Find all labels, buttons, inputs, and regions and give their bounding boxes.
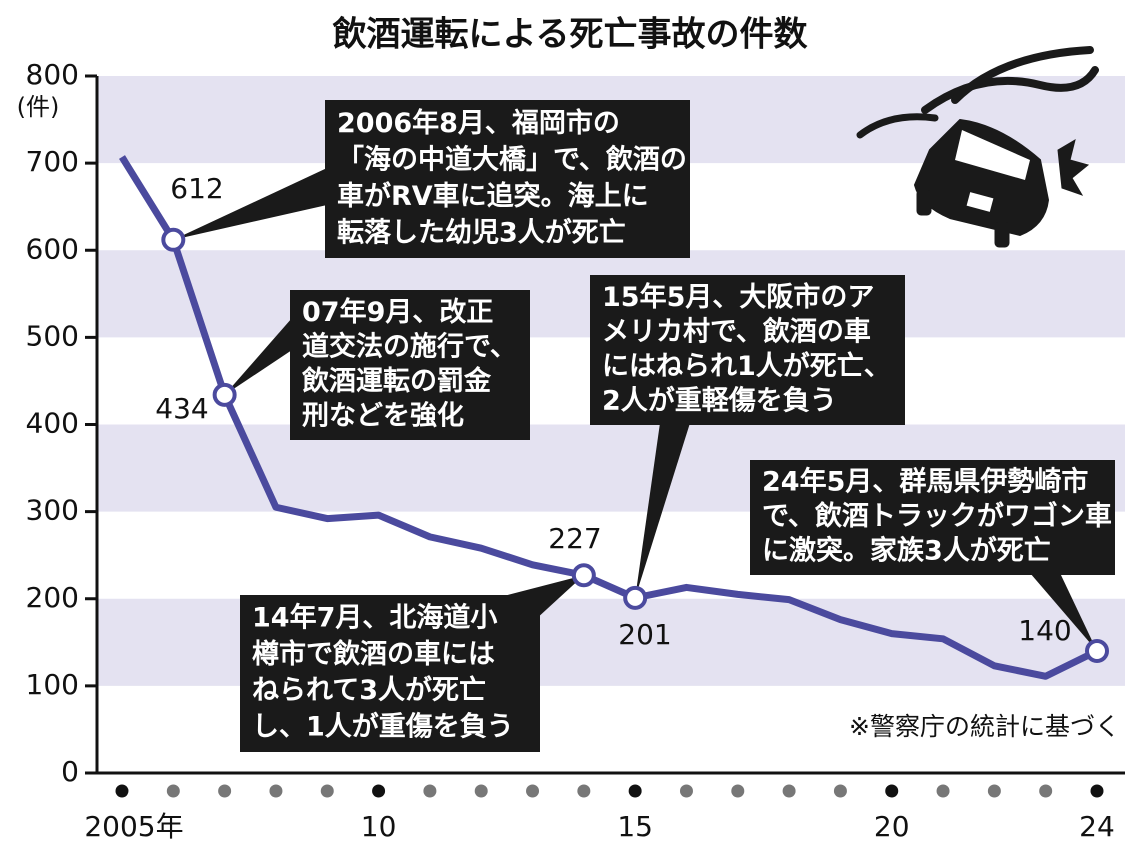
x-tick-dot bbox=[782, 784, 796, 798]
x-tick-dot bbox=[833, 784, 847, 798]
callout-text: 14年7月、北海道小 bbox=[252, 602, 497, 634]
x-tick-dot bbox=[474, 784, 488, 798]
y-tick-label: 300 bbox=[26, 494, 79, 527]
x-tick-dot bbox=[577, 784, 591, 798]
x-tick-dot bbox=[1090, 784, 1104, 798]
point-marker bbox=[571, 563, 596, 588]
point-marker bbox=[623, 585, 648, 610]
car-icon bbox=[856, 46, 1099, 248]
callout-text: 飲酒運転の罰金 bbox=[301, 365, 492, 397]
callout-box bbox=[240, 595, 540, 752]
x-tick-dot bbox=[731, 784, 745, 798]
x-tick-label: 24 bbox=[1079, 810, 1115, 843]
callout-text: 07年9月、改正 bbox=[302, 296, 493, 328]
point-marker bbox=[212, 382, 237, 407]
note: ※警察庁の統計に基づく bbox=[849, 712, 1120, 741]
x-tick-dot bbox=[526, 784, 540, 798]
callout-text: 刑などを強化 bbox=[302, 400, 464, 431]
x-tick-dot bbox=[1039, 784, 1053, 798]
x-tick-dot bbox=[628, 784, 642, 798]
x-tick-dot bbox=[218, 784, 232, 798]
callout-text: 24年5月、群馬県伊勢崎市 bbox=[762, 466, 1088, 498]
y-tick-label: 200 bbox=[26, 581, 79, 614]
callout-pointer bbox=[224, 318, 292, 395]
x-tick-label: 10 bbox=[361, 810, 397, 843]
callout-box bbox=[325, 100, 690, 258]
y-tick-label: 800 bbox=[26, 58, 79, 91]
y-tick-label: 400 bbox=[26, 407, 79, 440]
data-label: 612 bbox=[170, 172, 223, 205]
x-tick-dot bbox=[372, 784, 386, 798]
x-tick-label: 20 bbox=[874, 810, 910, 843]
callout: 2006年8月、福岡市の「海の中道大橋」で、飲酒の車がRV車に追突。海上に転落し… bbox=[173, 100, 690, 258]
data-label: 140 bbox=[1018, 614, 1071, 647]
callout-text: し、1人が重傷を負う bbox=[252, 710, 514, 742]
callout-text: 樽市で飲酒の車には bbox=[252, 638, 495, 670]
callout-text: にはねられ1人が死亡、 bbox=[602, 350, 891, 382]
callout-box bbox=[590, 275, 905, 425]
x-tick-dot bbox=[320, 784, 334, 798]
x-tick-label: 2005年 bbox=[84, 810, 183, 843]
x-tick-dot bbox=[166, 784, 180, 798]
callout-text: 15年5月、大阪市のア bbox=[602, 281, 874, 313]
y-tick-label: 600 bbox=[26, 232, 79, 265]
y-tick-label: 500 bbox=[26, 319, 79, 352]
y-tick-label: 700 bbox=[26, 145, 79, 178]
line bbox=[119, 155, 1099, 680]
callout-text: 2006年8月、福岡市の bbox=[337, 107, 620, 139]
x-tick-dot bbox=[269, 784, 283, 798]
callout-box bbox=[750, 460, 1115, 575]
callout-text: 2人が重軽傷を負う bbox=[602, 384, 837, 416]
chart-title: 飲酒運転による死亡事故の件数 bbox=[333, 15, 808, 55]
data-label: 201 bbox=[618, 618, 671, 651]
x-tick-dot bbox=[423, 784, 437, 798]
callout-text: に激突。家族3人が死亡 bbox=[762, 534, 1051, 566]
x-tick-dot bbox=[115, 784, 129, 798]
callout-text: メリカ村で、飲酒の車 bbox=[602, 315, 871, 347]
x-tick-label: 15 bbox=[617, 810, 653, 843]
callout-pointer bbox=[1030, 573, 1097, 652]
data-label: 434 bbox=[155, 392, 208, 425]
callout-box bbox=[290, 290, 530, 440]
callout: 15年5月、大阪市のアメリカ村で、飲酒の車にはねられ1人が死亡、2人が重軽傷を負… bbox=[590, 275, 905, 598]
x-tick-dot bbox=[987, 784, 1001, 798]
callout-text: 「海の中道大橋」で、飲酒の bbox=[337, 143, 687, 175]
point-marker bbox=[1085, 639, 1109, 664]
data-label: 227 bbox=[548, 522, 601, 555]
y-tick-label: 0 bbox=[61, 755, 79, 788]
callout-text: 車がRV車に追突。海上に bbox=[337, 180, 649, 212]
x-tick-dot bbox=[936, 784, 950, 798]
callout-text: 道交法の施行で、 bbox=[302, 330, 517, 362]
x-tick-dot bbox=[679, 784, 693, 798]
y-unit: (件) bbox=[17, 93, 60, 121]
point-marker bbox=[161, 227, 186, 252]
callout-pointer bbox=[173, 168, 327, 240]
callout-text: ねられて3人が死亡 bbox=[252, 674, 486, 706]
callout-pointer bbox=[635, 423, 690, 598]
x-tick-dot bbox=[885, 784, 899, 798]
callout-text: で、飲酒トラックがワゴン車 bbox=[762, 500, 1112, 532]
y-tick-label: 100 bbox=[26, 668, 79, 701]
callout-text: 転落した幼児3人が死亡 bbox=[337, 216, 626, 248]
